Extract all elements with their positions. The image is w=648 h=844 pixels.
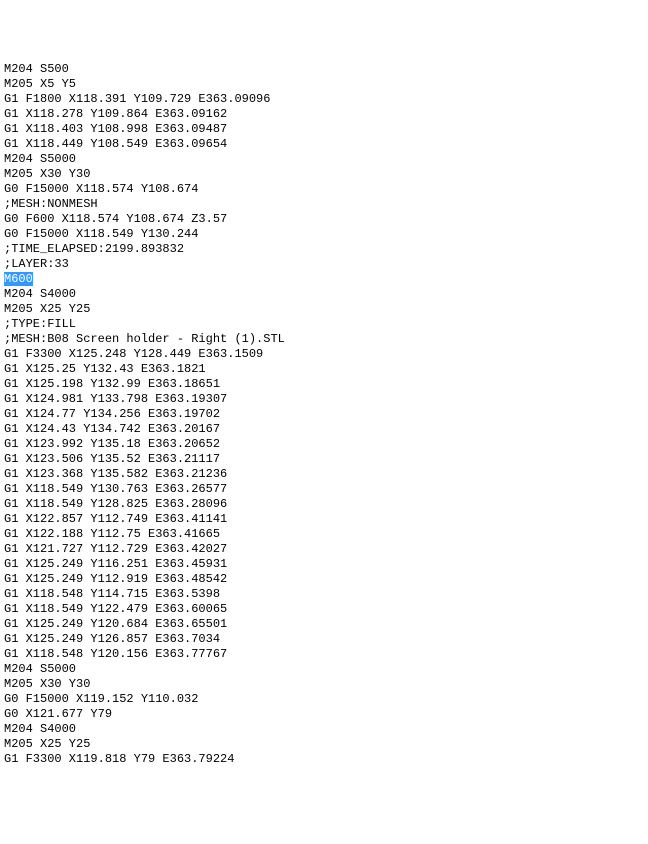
code-line[interactable]: ;MESH:B08 Screen holder - Right (1).STL	[4, 332, 644, 347]
code-line[interactable]: G1 X125.25 Y132.43 E363.1821	[4, 362, 644, 377]
gcode-editor[interactable]: M204 S500M205 X5 Y5G1 F1800 X118.391 Y10…	[4, 62, 644, 767]
code-line[interactable]: G1 X121.727 Y112.729 E363.42027	[4, 542, 644, 557]
code-line[interactable]: M205 X30 Y30	[4, 167, 644, 182]
code-line[interactable]: G1 X118.549 Y128.825 E363.28096	[4, 497, 644, 512]
code-line[interactable]: M204 S5000	[4, 662, 644, 677]
code-line[interactable]: ;TYPE:FILL	[4, 317, 644, 332]
code-line[interactable]: G1 X125.249 Y116.251 E363.45931	[4, 557, 644, 572]
code-line[interactable]: G1 X125.249 Y112.919 E363.48542	[4, 572, 644, 587]
code-line[interactable]: M205 X30 Y30	[4, 677, 644, 692]
code-line[interactable]: G1 X123.368 Y135.582 E363.21236	[4, 467, 644, 482]
code-line[interactable]: G1 X125.249 Y126.857 E363.7034	[4, 632, 644, 647]
code-line[interactable]: M204 S4000	[4, 287, 644, 302]
code-line[interactable]: G1 F3300 X119.818 Y79 E363.79224	[4, 752, 644, 767]
code-line[interactable]: G1 X123.506 Y135.52 E363.21117	[4, 452, 644, 467]
code-line[interactable]: G1 F1800 X118.391 Y109.729 E363.09096	[4, 92, 644, 107]
code-line[interactable]: G1 X118.548 Y120.156 E363.77767	[4, 647, 644, 662]
code-line[interactable]: M204 S4000	[4, 722, 644, 737]
code-line[interactable]: ;MESH:NONMESH	[4, 197, 644, 212]
selected-text[interactable]: M600	[4, 272, 33, 286]
code-line[interactable]: G1 X118.278 Y109.864 E363.09162	[4, 107, 644, 122]
code-line[interactable]: G1 X118.549 Y130.763 E363.26577	[4, 482, 644, 497]
code-line[interactable]: G0 F600 X118.574 Y108.674 Z3.57	[4, 212, 644, 227]
code-line[interactable]: G1 X122.857 Y112.749 E363.41141	[4, 512, 644, 527]
code-line[interactable]: G1 X125.249 Y120.684 E363.65501	[4, 617, 644, 632]
code-line[interactable]: G1 X118.403 Y108.998 E363.09487	[4, 122, 644, 137]
code-line[interactable]: ;TIME_ELAPSED:2199.893832	[4, 242, 644, 257]
code-line[interactable]: M205 X5 Y5	[4, 77, 644, 92]
code-line[interactable]: G1 X124.77 Y134.256 E363.19702	[4, 407, 644, 422]
code-line[interactable]: G0 F15000 X118.574 Y108.674	[4, 182, 644, 197]
code-line[interactable]: G1 X123.992 Y135.18 E363.20652	[4, 437, 644, 452]
code-line[interactable]: G1 X124.43 Y134.742 E363.20167	[4, 422, 644, 437]
code-line[interactable]: G1 F3300 X125.248 Y128.449 E363.1509	[4, 347, 644, 362]
code-line[interactable]: M600	[4, 272, 644, 287]
code-line[interactable]: G1 X125.198 Y132.99 E363.18651	[4, 377, 644, 392]
code-line[interactable]: G1 X122.188 Y112.75 E363.41665	[4, 527, 644, 542]
code-line[interactable]: G0 X121.677 Y79	[4, 707, 644, 722]
code-line[interactable]: G0 F15000 X119.152 Y110.032	[4, 692, 644, 707]
code-line[interactable]: G0 F15000 X118.549 Y130.244	[4, 227, 644, 242]
code-line[interactable]: M205 X25 Y25	[4, 302, 644, 317]
code-line[interactable]: ;LAYER:33	[4, 257, 644, 272]
code-line[interactable]: G1 X118.548 Y114.715 E363.5398	[4, 587, 644, 602]
code-line[interactable]: M204 S5000	[4, 152, 644, 167]
code-line[interactable]: G1 X118.449 Y108.549 E363.09654	[4, 137, 644, 152]
code-line[interactable]: M205 X25 Y25	[4, 737, 644, 752]
code-line[interactable]: M204 S500	[4, 62, 644, 77]
code-line[interactable]: G1 X124.981 Y133.798 E363.19307	[4, 392, 644, 407]
code-line[interactable]: G1 X118.549 Y122.479 E363.60065	[4, 602, 644, 617]
